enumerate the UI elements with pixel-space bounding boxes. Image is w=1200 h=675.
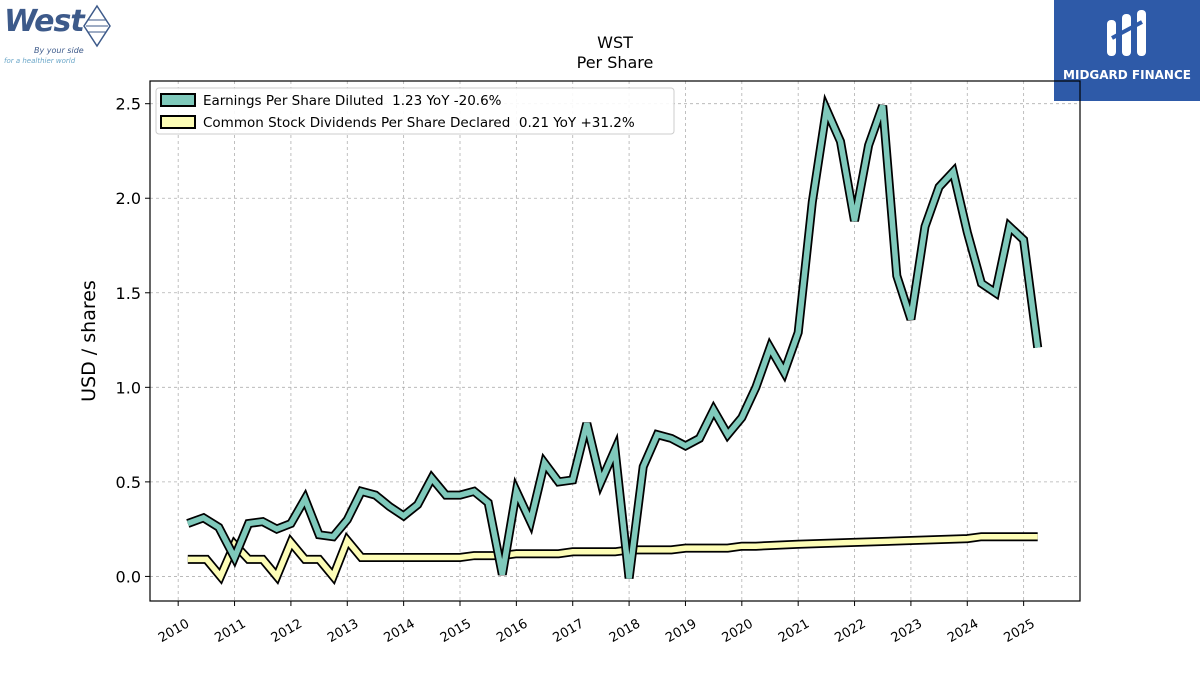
y-tick-label: 0.0 bbox=[116, 567, 141, 586]
west-logo: West By your side for a healthier world bbox=[4, 4, 114, 68]
x-tick-label: 2013 bbox=[325, 616, 361, 646]
legend-swatch-eps bbox=[160, 93, 196, 107]
west-logo-tagline: By your side bbox=[34, 46, 84, 55]
legend-box bbox=[155, 87, 675, 135]
x-tick-label: 2021 bbox=[776, 616, 812, 646]
y-tick-label: 2.0 bbox=[116, 189, 141, 208]
series-line-1 bbox=[187, 533, 1038, 582]
x-tick-label: 2018 bbox=[607, 616, 643, 646]
x-tick-label: 2022 bbox=[832, 616, 868, 646]
y-tick-label: 2.5 bbox=[116, 95, 141, 114]
series-lines bbox=[186, 93, 1043, 586]
midgard-finance-logo: MIDGARD FINANCE bbox=[1054, 0, 1200, 101]
midgard-monogram-icon bbox=[1107, 10, 1146, 56]
x-tick-label: 2014 bbox=[381, 616, 417, 646]
legend-swatch-dividends bbox=[160, 115, 196, 129]
x-axis: 2010 2011 2012 2013 2014 2015 2016 2017 2018 2019… bbox=[156, 601, 1038, 646]
x-tick-label: 2012 bbox=[269, 616, 305, 646]
series-outline-0 bbox=[186, 93, 1043, 579]
y-axis-label: USD / shares bbox=[78, 280, 100, 402]
x-tick-label: 2011 bbox=[212, 616, 248, 646]
y-tick-label: 1.0 bbox=[116, 378, 141, 397]
x-tick-label: 2020 bbox=[720, 616, 756, 646]
plot-frame bbox=[149, 80, 1081, 602]
x-tick-label: 2023 bbox=[889, 616, 925, 646]
legend: Earnings Per Share Diluted 1.23 YoY -20.… bbox=[155, 87, 675, 135]
x-tick-label: 2025 bbox=[1001, 616, 1037, 646]
west-diamond-icon bbox=[83, 4, 111, 48]
x-tick-label: 2019 bbox=[663, 616, 699, 646]
y-tick-label: 0.5 bbox=[116, 473, 141, 492]
x-tick-label: 2024 bbox=[945, 616, 981, 646]
west-logo-word: West bbox=[4, 4, 85, 39]
series-line-0 bbox=[186, 99, 1041, 579]
chart-subtitle: Per Share bbox=[577, 53, 654, 72]
legend-label-eps: Earnings Per Share Diluted 1.23 YoY -20.… bbox=[203, 93, 502, 109]
y-tick-label: 1.5 bbox=[116, 284, 141, 303]
x-tick-label: 2016 bbox=[494, 616, 530, 646]
x-tick-label: 2017 bbox=[551, 616, 587, 646]
y-axis: 0.0 0.5 1.0 1.5 2.0 2.5 bbox=[116, 95, 150, 586]
x-tick-label: 2010 bbox=[156, 616, 192, 646]
midgard-finance-brand: MIDGARD FINANCE bbox=[1063, 68, 1191, 82]
chart-title: WST bbox=[597, 33, 633, 52]
west-logo-subtagline: for a healthier world bbox=[4, 57, 76, 65]
x-tick-label: 2015 bbox=[438, 616, 474, 646]
legend-label-dividends: Common Stock Dividends Per Share Declare… bbox=[203, 115, 635, 131]
